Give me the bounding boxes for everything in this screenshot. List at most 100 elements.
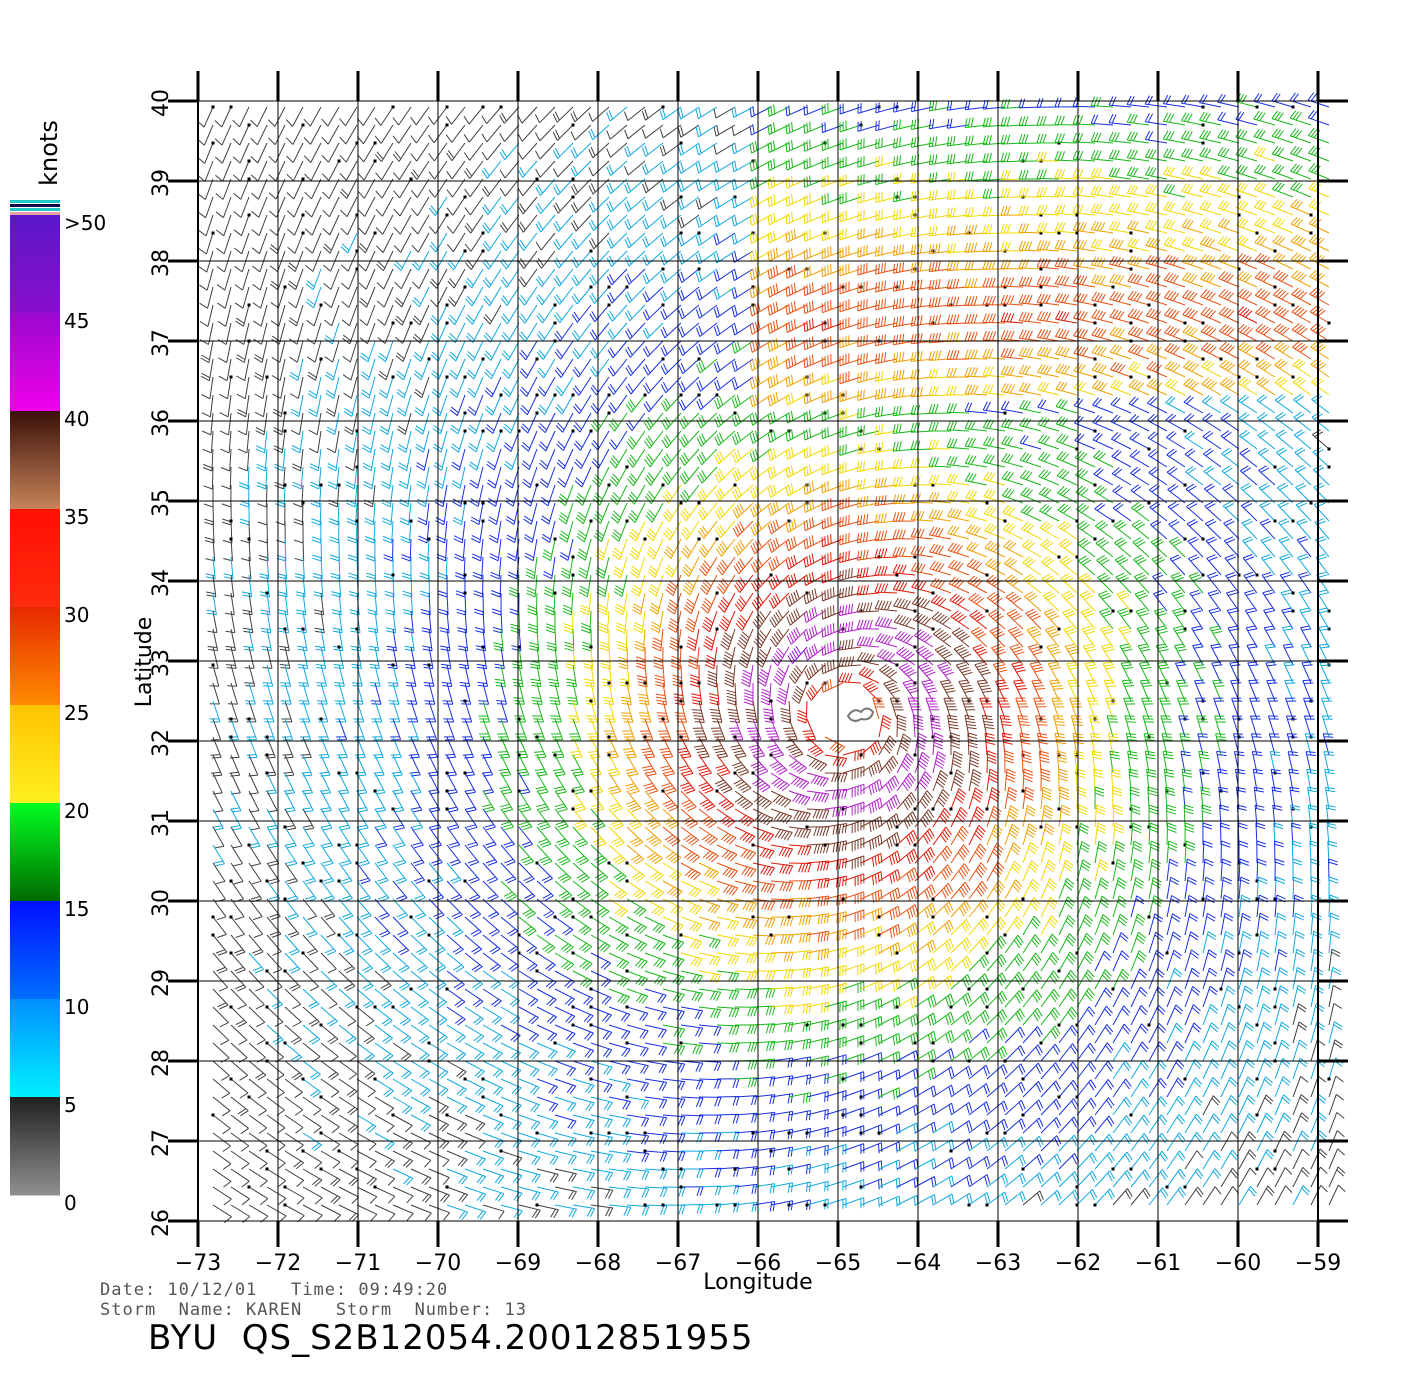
rain-flag <box>1075 519 1079 523</box>
rain-flag <box>571 429 575 433</box>
rain-flag <box>463 771 467 775</box>
wind-barb <box>986 917 1007 936</box>
wind-barb <box>339 106 358 127</box>
wind-barb <box>1217 235 1240 252</box>
wind-barb <box>678 322 700 338</box>
lat-tick-label: 27 <box>149 1129 174 1157</box>
wind-barb <box>608 1078 631 1093</box>
wind-barb <box>698 808 717 829</box>
wind-barb <box>824 858 847 870</box>
wind-barb <box>914 994 937 1008</box>
rain-flag <box>1255 879 1259 883</box>
wind-barb <box>1022 1172 1044 1188</box>
wind-barb <box>1256 1076 1273 1098</box>
wind-barb <box>518 1186 541 1201</box>
wind-barb <box>1037 416 1060 432</box>
wind-barb <box>1013 679 1028 702</box>
wind-barb <box>450 412 466 435</box>
rain-flag <box>589 1023 593 1027</box>
wind-barb <box>770 790 792 808</box>
rain-flag <box>913 843 917 847</box>
wind-barb <box>1181 236 1204 252</box>
wind-barb <box>824 1197 847 1209</box>
wind-barb <box>244 682 256 705</box>
wind-barb <box>1108 96 1132 108</box>
wind-barb <box>1146 360 1168 378</box>
wind-barb <box>571 322 592 341</box>
wind-barb <box>499 106 520 124</box>
wind-barb <box>749 466 772 481</box>
colorbar-label: 35 <box>64 505 89 529</box>
wind-barb <box>872 697 885 720</box>
wind-barb <box>307 376 322 399</box>
wind-barb <box>1184 1131 1203 1152</box>
wind-barb <box>446 196 466 216</box>
wind-barb <box>588 124 610 141</box>
wind-barb <box>359 304 376 326</box>
wind-barb <box>1058 1006 1078 1026</box>
wind-barb <box>838 672 862 684</box>
wind-barb <box>1000 347 1024 360</box>
wind-barb <box>1109 361 1132 378</box>
wind-barb <box>982 242 1006 252</box>
wind-barb <box>464 988 484 1008</box>
wind-barb <box>896 1031 919 1045</box>
wind-barb <box>572 826 589 848</box>
wind-barb <box>1292 1003 1307 1026</box>
wind-barb <box>302 1024 321 1045</box>
wind-barb <box>520 412 538 434</box>
wind-barb <box>677 124 700 138</box>
wind-barb <box>686 628 700 652</box>
wind-barb <box>482 988 502 1008</box>
wind-barb <box>626 1186 650 1198</box>
wind-barb <box>1202 894 1216 918</box>
rain-flag <box>571 1023 575 1027</box>
rain-flag <box>355 933 359 937</box>
wind-barb <box>1202 430 1222 450</box>
wind-barb <box>1073 380 1096 396</box>
wind-barb <box>482 1204 505 1220</box>
wind-barb <box>497 736 511 759</box>
wind-barb <box>982 295 1006 306</box>
wind-barb <box>1150 519 1168 540</box>
rain-flag <box>571 1005 575 1009</box>
wind-barb <box>547 646 558 670</box>
wind-barb <box>364 520 376 544</box>
wind-barb <box>400 520 412 544</box>
rain-flag <box>1273 1005 1277 1009</box>
wind-barb <box>785 392 808 406</box>
wind-barb <box>554 790 568 813</box>
wind-barb <box>374 880 390 902</box>
wind-barb <box>356 1078 376 1098</box>
wind-barb <box>892 476 916 487</box>
rain-flag <box>643 1131 647 1135</box>
wind-barb <box>304 232 322 254</box>
wind-barb <box>510 610 521 634</box>
rain-flag <box>319 1167 323 1171</box>
wind-barb <box>698 1078 722 1089</box>
wind-barb <box>392 1042 412 1062</box>
wind-barb <box>1272 217 1294 234</box>
wind-barb <box>278 592 289 616</box>
wind-barb <box>677 214 700 229</box>
wind-barb <box>1040 970 1060 990</box>
wind-barb <box>1166 1022 1184 1044</box>
wind-barb <box>644 844 663 865</box>
wind-barb <box>1099 608 1114 630</box>
wind-barb <box>425 700 437 723</box>
wind-barb <box>824 1161 847 1173</box>
rain-flag <box>445 105 449 109</box>
rain-flag <box>985 1131 989 1135</box>
wind-barb <box>626 430 646 450</box>
rain-flag <box>625 969 629 973</box>
wind-barb <box>1128 361 1150 378</box>
wind-barb <box>1094 502 1114 522</box>
wind-barb <box>892 333 916 346</box>
wind-barb <box>696 322 718 337</box>
wind-barb <box>410 880 426 902</box>
storm-center-marker <box>846 707 875 722</box>
wind-barb <box>1238 967 1253 990</box>
wind-barb <box>878 813 901 831</box>
wind-barb <box>839 245 862 259</box>
wind-barb <box>950 1120 973 1134</box>
